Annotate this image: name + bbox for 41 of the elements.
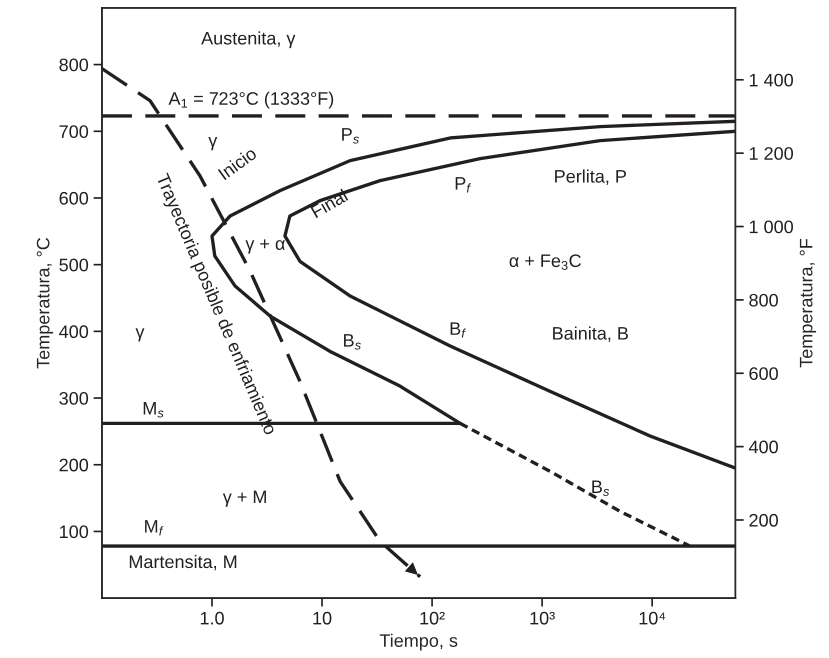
x-tick-label: 10⁴ xyxy=(640,612,666,625)
annotation: α + Fe$_{3}$C xyxy=(510,254,581,270)
annotation: γ + M xyxy=(222,490,266,507)
annotation: P$_{f}$ xyxy=(456,177,472,192)
y-axis-title: Temperatura, °C xyxy=(36,238,54,368)
y-tick-label: 700 xyxy=(60,125,88,138)
y2-tick-label: 600 xyxy=(749,367,778,380)
annotation: B$_{s}$ xyxy=(592,480,610,496)
annotation: P$_{s}$ xyxy=(342,128,359,144)
annotation: Inicio xyxy=(217,146,258,180)
annotation: Bainita, B xyxy=(553,326,628,342)
annotation: Perlita, P xyxy=(555,169,626,185)
ref-line-label: A$_{1}$ = 723°C (1333°F) xyxy=(168,92,334,108)
annotation: γ xyxy=(208,137,218,150)
annotation: Austenita, γ xyxy=(201,31,296,48)
x-tick-label: 1.0 xyxy=(200,612,224,625)
annotation: M$_{f}$ xyxy=(145,520,164,536)
annotation: Martensita, M xyxy=(130,554,236,570)
y-tick-label: 200 xyxy=(60,458,88,472)
y-tick-label: 400 xyxy=(59,325,88,338)
y-tick-label: 600 xyxy=(60,192,88,205)
y2-tick-label: 1 200 xyxy=(750,147,793,160)
annotation: B$_{f}$ xyxy=(450,322,466,338)
y-tick-label: 300 xyxy=(59,392,88,405)
y2-tick-label: 200 xyxy=(749,514,778,527)
y2-axis-title: Temperatura, °F xyxy=(800,238,816,368)
x-tick-label: 10² xyxy=(420,612,445,625)
x-tick-label: 10³ xyxy=(530,612,555,625)
annotation: M$_{s}$ xyxy=(144,402,164,418)
y2-tick-label: 1 000 xyxy=(750,220,793,234)
annotation: γ + α xyxy=(245,239,285,254)
annotation: B$_{s}$ xyxy=(344,334,361,350)
y2-tick-label: 400 xyxy=(748,440,778,454)
y-tick-label: 100 xyxy=(60,525,88,538)
y-tick-label: 800 xyxy=(59,58,88,72)
x-tick-label: 10 xyxy=(313,612,332,625)
y-tick-label: 500 xyxy=(59,258,88,272)
x-axis-title: Tiempo, s xyxy=(380,634,458,651)
annotation: γ xyxy=(136,328,144,342)
y2-tick-label: 800 xyxy=(749,294,778,307)
y2-tick-label: 1 400 xyxy=(750,74,793,87)
